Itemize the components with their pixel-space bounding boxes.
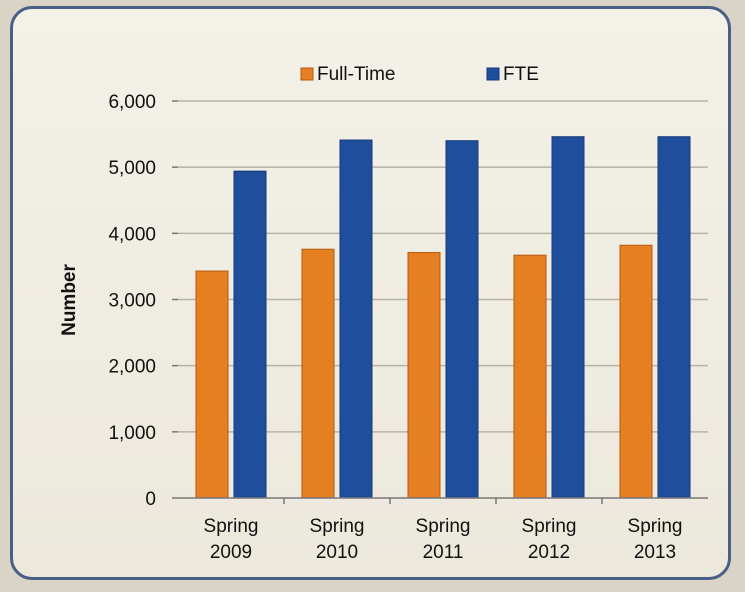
bar-fte-4 <box>657 136 691 499</box>
bar-fte-0 <box>233 170 267 499</box>
x-axis-categories: Spring 2009 Spring 2010 Spring 2011 Spring 2012… <box>204 498 683 563</box>
bar-fte-3 <box>551 136 585 499</box>
bar-full-time-3 <box>513 254 547 499</box>
y-tick-label: 2,000 <box>108 357 156 378</box>
x-category-label: 2013 <box>634 542 676 563</box>
x-category-label: Spring <box>204 516 259 537</box>
bars <box>195 136 691 499</box>
y-tick-label: 0 <box>145 489 156 510</box>
x-category-label: Spring <box>310 516 365 537</box>
bar-full-time-4 <box>619 244 653 499</box>
y-axis-label: Number <box>59 264 80 336</box>
y-tick-label: 1,000 <box>108 423 156 444</box>
y-tick-label: 3,000 <box>108 291 156 312</box>
y-axis-ticks: 0 1,000 2,000 3,000 4,000 5,000 6,000 <box>108 92 178 510</box>
legend: Full-Time FTE <box>300 64 539 85</box>
bar-full-time-2 <box>407 252 441 499</box>
bar-fte-1 <box>339 139 373 499</box>
legend-swatch <box>300 67 314 81</box>
legend-swatch <box>486 67 500 81</box>
legend-label: FTE <box>503 64 539 85</box>
x-category-label: 2010 <box>316 542 358 563</box>
x-category-label: 2009 <box>210 542 252 563</box>
legend-label: Full-Time <box>317 64 395 85</box>
bar-fte-2 <box>445 140 479 499</box>
x-category-label: 2012 <box>528 542 570 563</box>
x-category-label: 2011 <box>423 542 464 563</box>
x-category-label: Spring <box>522 516 577 537</box>
bar-full-time-1 <box>301 248 335 499</box>
x-category-label: Spring <box>628 516 683 537</box>
y-tick-label: 6,000 <box>108 92 156 113</box>
y-tick-label: 4,000 <box>108 224 156 245</box>
y-tick-label: 5,000 <box>108 158 156 179</box>
x-category-label: Spring <box>416 516 471 537</box>
bar-full-time-0 <box>195 270 229 499</box>
